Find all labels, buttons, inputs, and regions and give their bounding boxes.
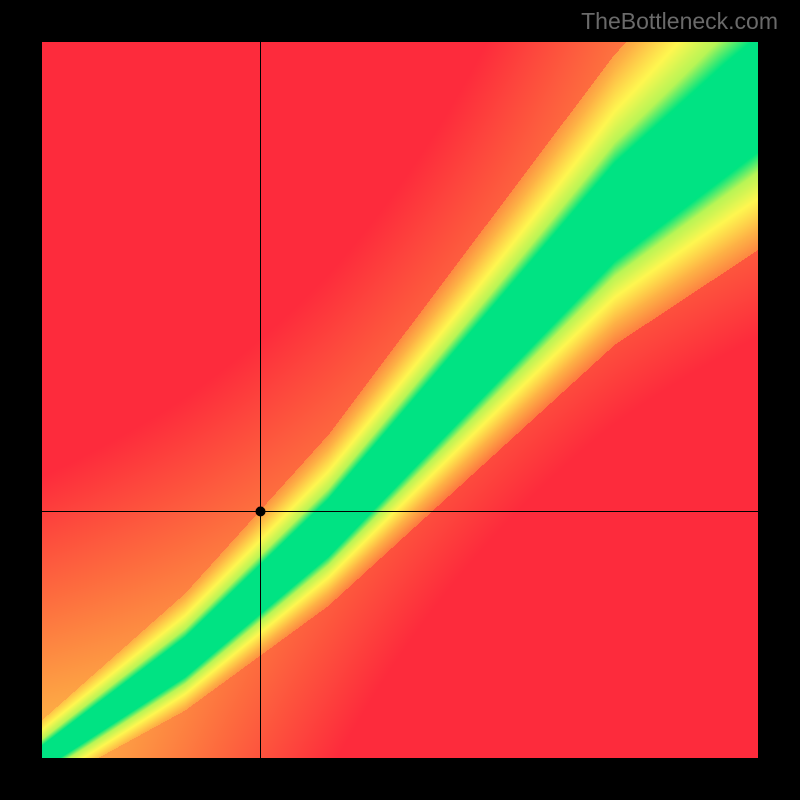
bottleneck-heatmap — [42, 42, 758, 758]
chart-container: TheBottleneck.com — [0, 0, 800, 800]
watermark-text: TheBottleneck.com — [581, 8, 778, 35]
